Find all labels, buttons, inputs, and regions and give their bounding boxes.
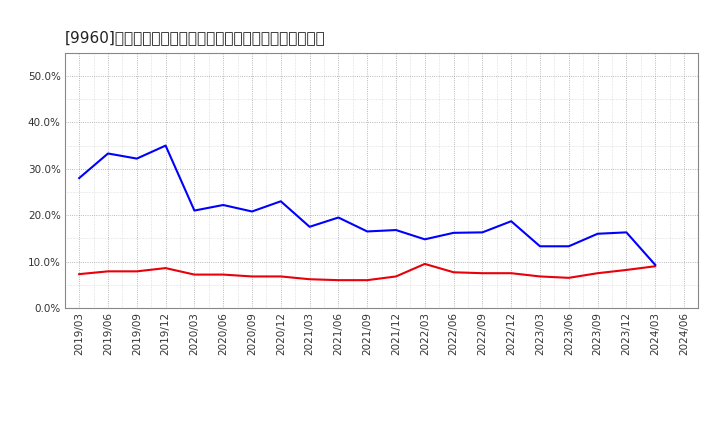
- 有利子負債: [392, 227, 400, 233]
- 現預金: [219, 272, 228, 277]
- 現預金: [651, 264, 660, 269]
- 現預金: [478, 271, 487, 276]
- 有利子負債: [507, 219, 516, 224]
- 有利子負債: [248, 209, 256, 214]
- 有利子負債: [478, 230, 487, 235]
- 有利子負債: [449, 230, 458, 235]
- 有利子負債: [305, 224, 314, 229]
- 現預金: [392, 274, 400, 279]
- 現預金: [248, 274, 256, 279]
- 有利子負債: [363, 229, 372, 234]
- 現預金: [622, 268, 631, 273]
- 現預金: [132, 269, 141, 274]
- 有利子負債: [104, 151, 112, 156]
- Text: [9960]　現預金、有利子負債の総資産に対する比率の推移: [9960] 現預金、有利子負債の総資産に対する比率の推移: [65, 29, 325, 45]
- 有利子負債: [190, 208, 199, 213]
- 有利子負債: [593, 231, 602, 236]
- 有利子負債: [276, 198, 285, 204]
- 現預金: [564, 275, 573, 280]
- 有利子負債: [420, 237, 429, 242]
- 有利子負債: [536, 244, 544, 249]
- 現預金: [507, 271, 516, 276]
- 有利子負債: [161, 143, 170, 148]
- 現預金: [363, 278, 372, 283]
- 現預金: [593, 271, 602, 276]
- 現預金: [104, 269, 112, 274]
- Line: 現預金: 現預金: [79, 264, 655, 280]
- 有利子負債: [132, 156, 141, 161]
- 有利子負債: [622, 230, 631, 235]
- 有利子負債: [651, 262, 660, 268]
- 現預金: [536, 274, 544, 279]
- 現預金: [276, 274, 285, 279]
- 現預金: [449, 270, 458, 275]
- 現預金: [75, 271, 84, 277]
- 現預金: [420, 261, 429, 267]
- 現預金: [190, 272, 199, 277]
- 現預金: [161, 265, 170, 271]
- 有利子負債: [564, 244, 573, 249]
- 現預金: [334, 278, 343, 283]
- 有利子負債: [334, 215, 343, 220]
- 現預金: [305, 277, 314, 282]
- Line: 有利子負債: 有利子負債: [79, 146, 655, 265]
- 有利子負債: [75, 176, 84, 181]
- 有利子負債: [219, 202, 228, 208]
